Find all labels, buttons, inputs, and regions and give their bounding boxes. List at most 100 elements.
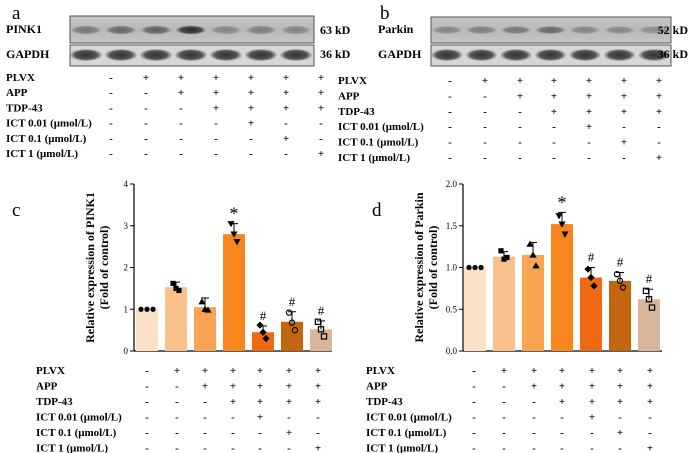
treatment-sign: - (214, 118, 218, 130)
treatment-sign: - (179, 133, 183, 145)
treatment-sign: + (617, 365, 623, 377)
panel-letter-b: b (380, 3, 390, 24)
treatment-sign: - (214, 133, 218, 145)
treatment-table-c: PLVX - + + + + + + APP - - + + + + + TDP-43 - - - + + + + ICT 0.… (36, 365, 321, 453)
treatment-sign: + (283, 133, 289, 145)
y-tick-label: 4 (124, 179, 129, 189)
treatment-sign: + (286, 396, 292, 408)
significance-mark: # (646, 271, 653, 286)
treatment-sign: + (551, 75, 557, 87)
y-axis-label: Relative expression of Parkin (412, 192, 426, 342)
treatment-label: APP (338, 90, 360, 102)
treatment-sign: - (231, 443, 235, 453)
treatment-label: PLVX (366, 365, 395, 377)
treatment-sign: - (249, 133, 253, 145)
treatment-sign: + (559, 365, 565, 377)
panel-letter-d: d (372, 200, 382, 221)
y-tick-label: 2.0 (446, 179, 458, 189)
y-axis-label: Relative expression of PINK1 (83, 192, 97, 343)
treatment-sign: - (316, 412, 320, 424)
blot-b-control-label: GAPDH (378, 47, 422, 61)
treatment-label: APP (366, 381, 388, 393)
treatment-sign: + (315, 365, 321, 377)
bar (310, 329, 332, 351)
treatment-label: ICT 0.1 (μmol/L) (366, 427, 447, 439)
treatment-sign: - (258, 443, 262, 453)
data-point (526, 240, 534, 247)
bar (609, 280, 631, 351)
treatment-sign: + (656, 152, 662, 164)
treatment-label: APP (6, 87, 28, 99)
treatment-sign: - (590, 443, 594, 453)
data-point (590, 282, 598, 290)
treatment-sign: - (316, 427, 320, 439)
significance-mark: # (260, 308, 267, 323)
blot-band (105, 49, 137, 61)
bar (223, 234, 245, 351)
treatment-sign: + (531, 365, 537, 377)
treatment-table-b: PLVX - + + + + + + APP - - + + + + + TDP-43 - - - + + + + ICT 0.… (338, 75, 662, 164)
treatment-sign: - (483, 106, 487, 118)
treatment-sign: - (179, 148, 183, 160)
treatment-sign: - (179, 118, 183, 130)
y-tick-label: 1.5 (446, 221, 458, 231)
treatment-sign: + (286, 365, 292, 377)
treatment-sign: + (315, 381, 321, 393)
y-tick-label: 0 (124, 346, 129, 356)
treatment-label: PLVX (36, 365, 65, 377)
treatment-sign: + (656, 75, 662, 87)
treatment-sign: - (145, 427, 149, 439)
treatment-sign: - (502, 443, 506, 453)
treatment-sign: + (589, 365, 595, 377)
data-point (642, 287, 650, 295)
blot-band (638, 49, 670, 61)
treatment-sign: - (109, 72, 113, 84)
treatment-sign: + (621, 137, 627, 149)
treatment-sign: + (617, 396, 623, 408)
treatment-sign: - (319, 118, 323, 130)
treatment-sign: + (257, 381, 263, 393)
blot-a-target-bands (71, 25, 311, 35)
treatment-sign: + (178, 72, 184, 84)
treatment-sign: - (648, 427, 652, 439)
treatment-sign: + (617, 381, 623, 393)
treatment-sign: - (109, 133, 113, 145)
treatment-label: ICT 0.01 (μmol/L) (6, 118, 92, 130)
blot-band (141, 25, 171, 35)
blot-band (211, 25, 241, 35)
treatment-sign: + (559, 381, 565, 393)
treatment-sign: + (656, 90, 662, 102)
data-point (262, 334, 270, 343)
y-tick-label: 3 (124, 221, 129, 231)
significance-mark: * (558, 192, 567, 212)
treatment-sign: - (648, 412, 652, 424)
data-point (259, 328, 267, 336)
treatment-sign: + (617, 427, 623, 439)
treatment-sign: - (472, 443, 476, 453)
data-point (320, 333, 328, 340)
data-point (150, 306, 156, 312)
data-point (317, 326, 325, 333)
treatment-sign: - (231, 412, 235, 424)
significance-mark: # (289, 294, 296, 309)
blot-a-target-size: 63 kD (320, 23, 351, 37)
bar (136, 309, 158, 351)
bar (580, 277, 602, 351)
y-axis-label-units: (Fold of control) (426, 226, 440, 310)
treatment-label: ICT 0.01 (μmol/L) (36, 412, 122, 424)
treatment-table-d: PLVX - + + + + + + APP - - + + + + + TDP-43 - - - + + + + ICT 0.… (366, 365, 653, 453)
treatment-sign: - (448, 90, 452, 102)
treatment-sign: - (287, 412, 291, 424)
y-tick-label: 2 (124, 263, 129, 273)
treatment-sign: + (531, 381, 537, 393)
blot-band (280, 49, 312, 61)
treatment-sign: - (319, 133, 323, 145)
treatment-sign: + (517, 90, 523, 102)
treatment-sign: + (286, 381, 292, 393)
treatment-sign: + (178, 87, 184, 99)
treatment-sign: - (472, 381, 476, 393)
blot-band (246, 25, 276, 35)
treatment-label: ICT 0.1 (μmol/L) (338, 137, 419, 149)
chart-d: 0.0 0.5 1.0 1.5 2.0 Relative expression of Pa… (412, 179, 662, 356)
